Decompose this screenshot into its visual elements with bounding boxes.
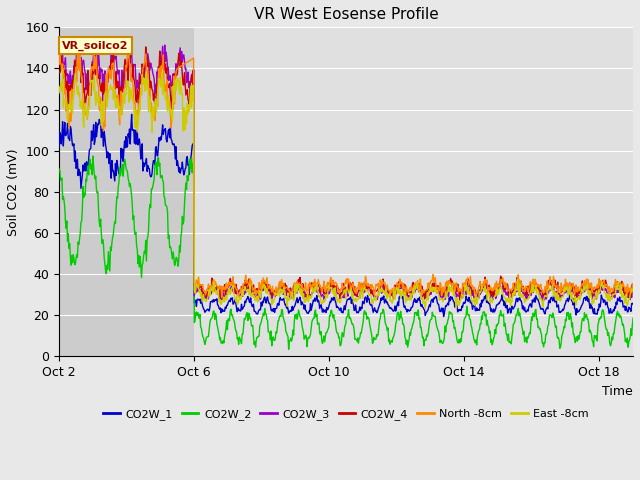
Text: VR_soilco2: VR_soilco2 [62,41,129,51]
X-axis label: Time: Time [602,385,633,398]
Title: VR West Eosense Profile: VR West Eosense Profile [253,7,438,22]
Bar [59,27,194,357]
Legend: CO2W_1, CO2W_2, CO2W_3, CO2W_4, North -8cm, East -8cm: CO2W_1, CO2W_2, CO2W_3, CO2W_4, North -8… [99,405,593,425]
Y-axis label: Soil CO2 (mV): Soil CO2 (mV) [7,148,20,236]
